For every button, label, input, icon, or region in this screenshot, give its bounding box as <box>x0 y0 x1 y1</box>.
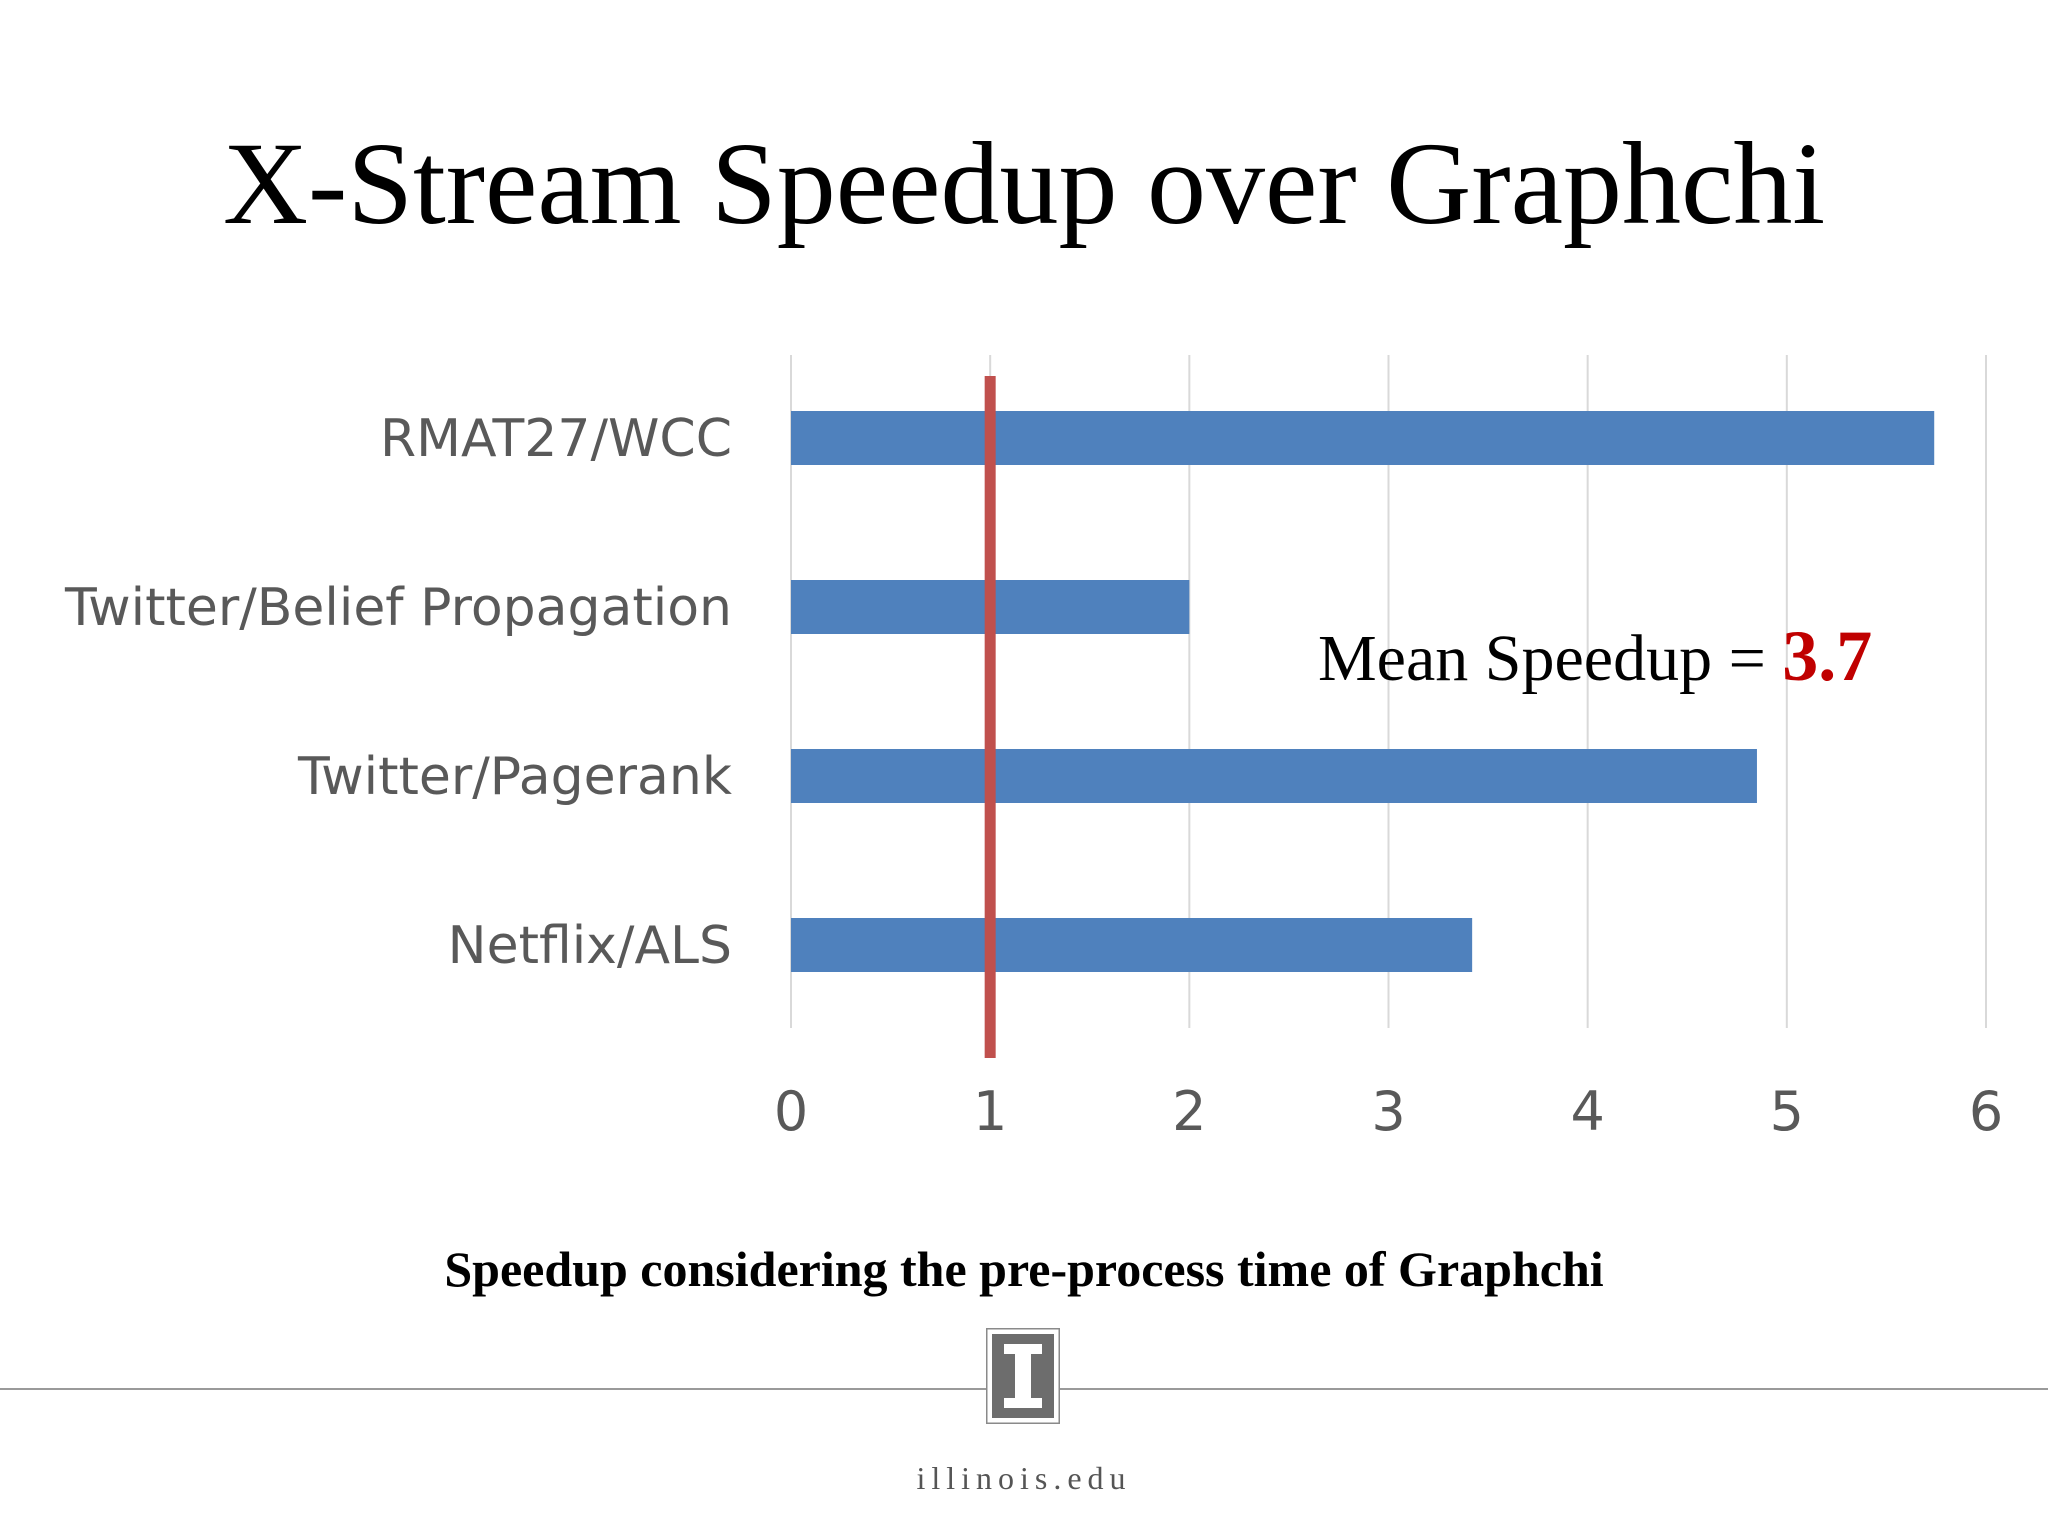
bars <box>791 411 1935 972</box>
mean-speedup-value: 3.7 <box>1782 616 1873 696</box>
x-tick-label-3: 3 <box>1371 1080 1405 1143</box>
x-tick-label-1: 1 <box>973 1080 1007 1143</box>
slide-title: X-Stream Speedup over Graphchi <box>222 118 1826 249</box>
illinois-block-i-logo <box>986 1328 1060 1424</box>
category-label-netflix-als: Netflix/ALS <box>448 916 732 976</box>
footer-website: illinois.edu <box>916 1460 1132 1496</box>
mean-speedup-label: Mean Speedup = <box>1318 622 1783 695</box>
category-label-twitter-belief-propagation: Twitter/Belief Propagation <box>64 578 732 638</box>
x-tick-label-6: 6 <box>1969 1080 2003 1143</box>
category-label-rmat27-wcc: RMAT27/WCC <box>380 409 732 469</box>
mean-speedup-annotation: Mean Speedup = 3.7 <box>1318 615 1872 698</box>
x-tick-label-5: 5 <box>1770 1080 1804 1143</box>
bar-netflix-als <box>791 918 1473 972</box>
category-labels: RMAT27/WCC Twitter/Belief Propagation Twit… <box>64 409 732 976</box>
category-label-twitter-pagerank: Twitter/Pagerank <box>297 747 732 807</box>
x-tick-label-4: 4 <box>1570 1080 1604 1143</box>
x-tick-label-0: 0 <box>774 1080 808 1143</box>
chart-caption: Speedup considering the pre-process time… <box>444 1241 1604 1297</box>
bar-twitter-pagerank <box>791 749 1757 803</box>
speedup-bar-chart: RMAT27/WCC Twitter/Belief Propagation Twit… <box>64 355 2003 1143</box>
x-tick-label-2: 2 <box>1172 1080 1206 1143</box>
bar-rmat27-wcc <box>791 411 1935 465</box>
x-axis-ticks: 0 1 2 3 4 5 6 <box>774 1080 2003 1143</box>
